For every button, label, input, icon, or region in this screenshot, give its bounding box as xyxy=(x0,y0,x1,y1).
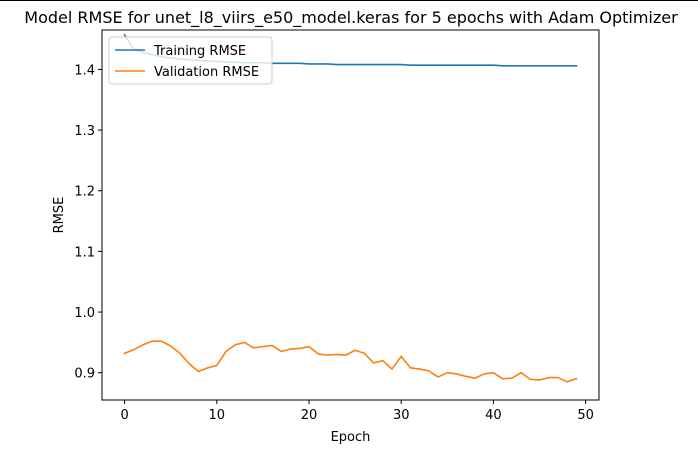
y-axis-ticks: 0.9 1.0 1.1 1.2 1.3 1.4 xyxy=(74,63,102,382)
x-tick-label: 0 xyxy=(120,408,128,423)
chart-title: Model RMSE for unet_l8_viirs_e50_model.k… xyxy=(24,8,678,28)
y-tick-label: 1.3 xyxy=(74,124,95,139)
x-tick-label: 20 xyxy=(301,408,318,423)
series-line-validation-rmse xyxy=(123,340,578,383)
y-tick-label: 1.2 xyxy=(74,185,95,200)
y-tick-label: 1.4 xyxy=(74,63,95,78)
top-border-line xyxy=(0,0,698,1)
x-axis-ticks: 0 10 20 30 40 50 xyxy=(120,400,594,423)
legend-label-training-rmse: Training RMSE xyxy=(153,44,246,59)
plot-area xyxy=(101,29,600,401)
legend-label-validation-rmse: Validation RMSE xyxy=(154,65,259,80)
x-tick-label: 50 xyxy=(577,408,594,423)
x-tick-label: 10 xyxy=(209,408,226,423)
x-tick-label: 30 xyxy=(393,408,410,423)
x-tick-label: 40 xyxy=(485,408,502,423)
y-axis-label: RMSE xyxy=(52,197,67,234)
legend: Training RMSE Validation RMSE xyxy=(108,36,273,85)
x-axis-label: Epoch xyxy=(331,430,371,445)
y-tick-label: 1.1 xyxy=(74,245,95,260)
y-tick-label: 1.0 xyxy=(74,306,95,321)
legend-box xyxy=(108,36,273,85)
y-tick-label: 0.9 xyxy=(74,367,95,382)
